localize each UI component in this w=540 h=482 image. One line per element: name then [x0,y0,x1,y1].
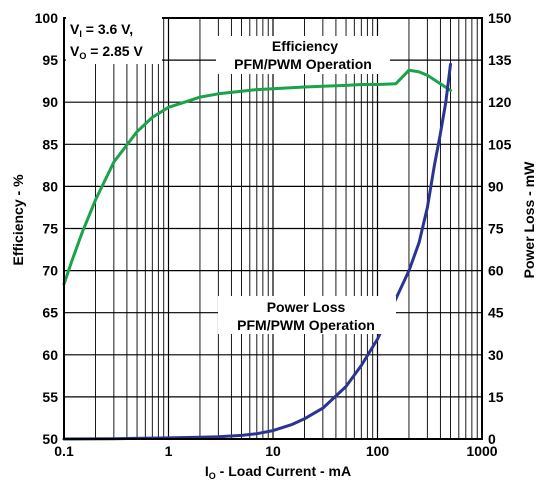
y-right-tick-label: 30 [488,347,504,363]
power-loss-annotation-mode: PFM/PWM Operation [237,317,375,333]
y-right-tick-label: 120 [488,94,512,110]
x-axis-title: IO - Load Current - mA [205,463,351,481]
y-right-tick-label: 0 [488,431,496,447]
y-right-tick-label: 60 [488,263,504,279]
y-left-tick-label: 90 [42,94,58,110]
x-tick-label: 0.1 [54,443,74,459]
y-left-tick-label: 70 [42,263,58,279]
y-left-axis-title: Efficiency - % [10,174,26,266]
y-left-tick-label: 55 [42,389,58,405]
efficiency-annotation-mode: PFM/PWM Operation [234,56,372,72]
y-right-tick-label: 15 [488,389,504,405]
series-layer [62,62,452,441]
power-loss-line [62,62,452,441]
grid [63,17,482,440]
y-left-tick-label: 95 [42,52,58,68]
y-left-tick-label: 60 [42,347,58,363]
y-right-axis-title: Power Loss - mW [521,161,537,278]
x-tick-label: 100 [366,443,390,459]
x-tick-label: 1000 [466,443,497,459]
conditions-box [66,16,162,64]
y-left-tick-label: 80 [42,178,58,194]
condition-vi: VI = 3.6 V, [70,21,133,39]
power-loss-annotation-box [218,296,396,334]
y-right-tick-label: 135 [488,52,512,68]
x-tick-label: 10 [265,443,281,459]
y-left-tick-label: 85 [42,136,58,152]
y-left-tick-label: 100 [35,10,59,26]
power-loss-annotation-title: Power Loss [267,299,346,315]
y-left-tick-label: 50 [42,431,58,447]
y-right-tick-label: 105 [488,136,512,152]
tick-labels: 5055606570758085909510001530456075901051… [35,10,512,459]
y-left-tick-label: 65 [42,305,58,321]
efficiency-line [62,68,452,286]
y-right-tick-label: 150 [488,10,512,26]
y-right-tick-label: 45 [488,305,504,321]
y-right-tick-label: 90 [488,178,504,194]
y-left-tick-label: 75 [42,221,58,237]
y-right-tick-label: 75 [488,221,504,237]
x-tick-label: 1 [165,443,173,459]
plot-frame [63,17,483,440]
condition-vo: VO = 2.85 V [70,43,143,61]
efficiency-annotation-box [216,36,390,74]
efficiency-annotation-title: Efficiency [272,38,338,54]
